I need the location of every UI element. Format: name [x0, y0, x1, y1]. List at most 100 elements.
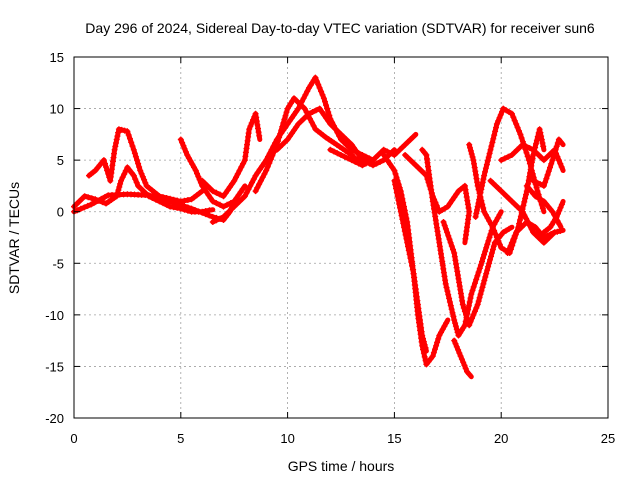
data-point-marker [124, 128, 131, 135]
data-point-marker [167, 198, 174, 205]
data-point-marker [488, 250, 495, 256]
data-point-marker [229, 180, 236, 187]
data-point-marker [309, 109, 316, 115]
data-point-marker [391, 177, 398, 184]
data-point-marker [174, 200, 181, 207]
data-point-marker [220, 203, 227, 210]
data-point-marker [373, 160, 380, 167]
data-point-marker [409, 266, 416, 273]
data-point-marker [550, 153, 557, 160]
data-point-marker [518, 135, 525, 141]
data-point-marker [334, 150, 341, 157]
data-point-marker [94, 197, 101, 204]
data-point-marker [529, 155, 536, 162]
data-point-marker [320, 95, 327, 102]
data-point-marker [291, 127, 297, 134]
data-point-marker [209, 198, 216, 205]
data-point-marker [419, 332, 426, 339]
data-point-marker [436, 332, 443, 339]
data-point-marker [522, 195, 529, 202]
data-point-marker [445, 291, 452, 298]
data-point-marker [85, 194, 92, 201]
data-point-marker [275, 138, 281, 145]
data-point-marker [102, 160, 108, 167]
data-point-marker [514, 124, 521, 131]
data-point-marker [483, 161, 490, 168]
data-point-marker [199, 209, 206, 216]
data-point-marker [487, 221, 494, 228]
data-point-marker [442, 280, 449, 287]
data-point-marker [517, 217, 523, 223]
data-point-marker [493, 218, 500, 224]
data-point-marker [397, 204, 403, 211]
data-point-marker [557, 228, 564, 234]
data-point-marker [88, 201, 95, 208]
data-point-marker [544, 171, 551, 178]
data-point-marker [322, 98, 328, 105]
data-point-marker [498, 157, 505, 164]
data-point-marker [435, 335, 442, 342]
data-point-marker [558, 164, 565, 170]
data-point-marker [184, 204, 191, 211]
data-point-marker [542, 179, 549, 186]
data-point-marker [81, 193, 88, 200]
data-point-marker [519, 208, 526, 215]
data-point-marker [237, 189, 244, 196]
data-point-marker [139, 173, 146, 180]
x-tick-label: 25 [601, 431, 615, 446]
data-point-marker [497, 111, 504, 118]
data-point-marker [468, 151, 475, 157]
data-point-marker [288, 114, 295, 121]
data-point-marker [252, 188, 259, 195]
data-point-marker [313, 107, 320, 114]
data-point-marker [246, 126, 253, 133]
data-point-marker [286, 133, 293, 140]
data-point-marker [533, 184, 540, 191]
data-point-marker [508, 110, 515, 117]
data-point-marker [460, 359, 467, 366]
data-point-marker [452, 340, 459, 347]
data-point-marker [495, 117, 502, 124]
data-point-marker [238, 164, 245, 170]
data-point-marker [482, 165, 489, 172]
data-point-marker [316, 84, 323, 91]
data-point-marker [458, 356, 465, 363]
data-point-marker [330, 148, 337, 155]
data-point-marker [320, 111, 327, 118]
data-point-marker [382, 155, 389, 162]
data-point-marker [387, 161, 394, 168]
data-point-marker [496, 114, 503, 121]
x-axis-label: GPS time / hours [288, 458, 395, 474]
data-point-marker [557, 160, 564, 167]
data-point-marker [484, 241, 491, 248]
data-point-marker [156, 195, 163, 202]
data-point-marker [404, 239, 411, 246]
data-point-marker [442, 225, 449, 232]
data-point-marker [130, 172, 137, 179]
data-point-marker [192, 207, 198, 213]
data-point-marker [243, 189, 250, 196]
data-point-marker [393, 185, 399, 192]
data-point-marker [467, 318, 474, 325]
data-point-marker [489, 246, 496, 253]
data-point-marker [491, 227, 498, 234]
data-point-marker [206, 207, 213, 214]
data-point-marker [453, 326, 460, 333]
data-point-marker [259, 174, 266, 181]
data-point-marker [476, 265, 483, 272]
data-point-marker [539, 140, 546, 146]
data-point-marker [511, 232, 518, 239]
data-point-marker [138, 170, 145, 177]
data-point-marker [457, 353, 464, 360]
data-point-marker [131, 150, 138, 157]
data-point-marker [460, 305, 467, 311]
chart-title: Day 296 of 2024, Sidereal Day-to-day VTE… [85, 20, 595, 36]
data-point-marker [401, 228, 408, 235]
data-point-marker [182, 148, 189, 155]
data-point-marker [446, 295, 453, 302]
data-point-marker [116, 184, 123, 190]
data-point-marker [484, 157, 491, 164]
data-point-marker [486, 260, 493, 267]
data-point-marker [81, 204, 88, 211]
data-point-marker [245, 186, 252, 193]
